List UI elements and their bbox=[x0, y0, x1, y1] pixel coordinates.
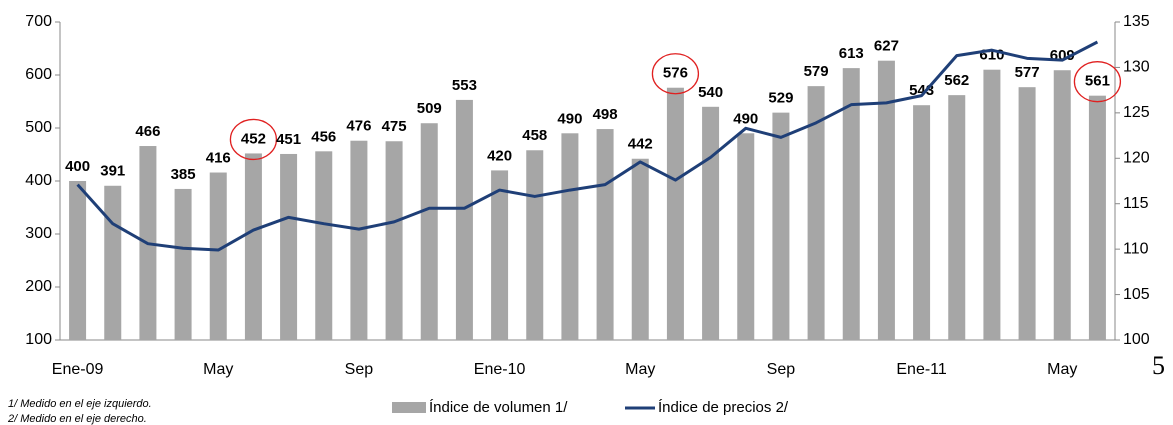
y-tick-label: 200 bbox=[25, 278, 52, 295]
value-label: 498 bbox=[593, 106, 618, 123]
x-tick-label: Sep bbox=[767, 361, 796, 378]
value-label: 553 bbox=[452, 77, 477, 94]
bar bbox=[385, 141, 403, 340]
value-label: 579 bbox=[804, 63, 829, 80]
bar bbox=[877, 60, 895, 340]
bar bbox=[1018, 87, 1036, 340]
bar bbox=[666, 87, 684, 340]
y-tick-label: 600 bbox=[25, 66, 52, 83]
value-label: 476 bbox=[346, 118, 371, 135]
highlight-circle bbox=[229, 118, 278, 161]
value-label: 451 bbox=[276, 131, 301, 148]
bar bbox=[702, 106, 720, 340]
bar bbox=[913, 105, 931, 341]
value-label: 490 bbox=[733, 110, 758, 127]
value-label: 627 bbox=[874, 38, 899, 55]
x-tick-label: Ene-10 bbox=[474, 361, 526, 378]
bar bbox=[280, 153, 298, 340]
value-label: 613 bbox=[839, 45, 864, 62]
x-tick-label: May bbox=[625, 361, 655, 378]
value-label: 529 bbox=[768, 90, 793, 107]
bar bbox=[596, 129, 614, 340]
value-label: 385 bbox=[171, 166, 196, 183]
bar bbox=[737, 133, 755, 340]
page-number: 5 bbox=[1152, 351, 1165, 380]
value-label: 442 bbox=[628, 136, 653, 153]
value-label: 562 bbox=[944, 72, 969, 89]
bar bbox=[842, 68, 860, 341]
legend-label: Índice de precios 2/ bbox=[658, 399, 789, 416]
bar bbox=[104, 185, 122, 340]
value-label: 540 bbox=[698, 84, 723, 101]
bar bbox=[350, 140, 368, 340]
y-tick-label: 400 bbox=[25, 172, 52, 189]
value-label: 400 bbox=[65, 158, 90, 175]
x-tick-label: May bbox=[203, 361, 233, 378]
bar bbox=[772, 112, 790, 340]
bar bbox=[174, 188, 192, 340]
footnote: 1/ Medido en el eje izquierdo. bbox=[8, 398, 152, 410]
y2-tick-label: 105 bbox=[1123, 286, 1150, 303]
y-tick-label: 500 bbox=[25, 119, 52, 136]
y2-tick-label: 115 bbox=[1123, 195, 1149, 212]
bar bbox=[209, 172, 227, 340]
y2-tick-label: 130 bbox=[1123, 59, 1150, 76]
x-tick-label: Ene-11 bbox=[896, 361, 947, 378]
bar bbox=[561, 133, 579, 340]
x-tick-label: Sep bbox=[345, 361, 374, 378]
y2-tick-label: 110 bbox=[1123, 240, 1149, 257]
legend-label: Índice de volumen 1/ bbox=[429, 399, 568, 416]
value-label: 466 bbox=[135, 123, 160, 140]
line bbox=[76, 40, 1099, 252]
value-label: 420 bbox=[487, 147, 512, 164]
bar bbox=[948, 95, 966, 340]
bar bbox=[315, 151, 333, 340]
value-label: 561 bbox=[1085, 73, 1110, 90]
bar bbox=[1053, 70, 1071, 340]
bar bbox=[631, 158, 649, 340]
y-tick-label: 700 bbox=[25, 13, 52, 30]
y2-tick-label: 100 bbox=[1123, 331, 1150, 348]
highlight-circle bbox=[651, 53, 700, 95]
value-label: 452 bbox=[241, 130, 266, 147]
footnote: 2/ Medido en el eje derecho. bbox=[7, 413, 147, 425]
y-tick-label: 100 bbox=[25, 331, 52, 348]
highlight-circle bbox=[1073, 61, 1122, 103]
value-label: 456 bbox=[311, 128, 336, 145]
value-label: 458 bbox=[522, 127, 547, 144]
y2-tick-label: 135 bbox=[1123, 13, 1150, 30]
bar bbox=[983, 69, 1001, 340]
value-label: 490 bbox=[557, 110, 582, 127]
value-label: 391 bbox=[100, 163, 125, 180]
value-label: 475 bbox=[382, 118, 407, 135]
value-label: 416 bbox=[206, 149, 231, 166]
bar bbox=[526, 150, 544, 340]
legend-swatch bbox=[392, 402, 426, 413]
bar bbox=[420, 123, 438, 340]
bar bbox=[807, 86, 825, 340]
y2-tick-label: 125 bbox=[1123, 104, 1150, 121]
value-label: 509 bbox=[417, 100, 442, 117]
value-label: 577 bbox=[1015, 64, 1040, 81]
bar bbox=[491, 170, 509, 340]
y2-tick-label: 120 bbox=[1123, 150, 1150, 167]
bar bbox=[244, 153, 262, 340]
value-label: 576 bbox=[663, 65, 688, 82]
bar bbox=[1088, 95, 1106, 340]
bar bbox=[455, 99, 473, 340]
x-tick-label: Ene-09 bbox=[52, 361, 104, 378]
x-tick-label: May bbox=[1047, 361, 1077, 378]
y-tick-label: 300 bbox=[25, 225, 52, 242]
bar bbox=[69, 181, 87, 340]
